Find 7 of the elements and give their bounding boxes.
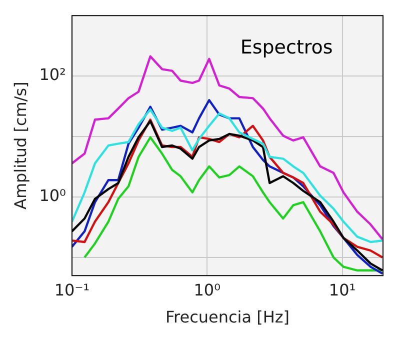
text: Espectros [240,36,333,59]
y-tick-label: 10² [39,65,66,84]
x-tick-label: 10⁻¹ [54,280,90,300]
y-axis-title: Amplitud [cm/s] [10,82,30,210]
x-tick-label: 10⁰ [194,280,221,300]
x-tick-label: 10¹ [328,280,356,300]
x-axis-title: Frecuencia [Hz] [165,308,290,327]
